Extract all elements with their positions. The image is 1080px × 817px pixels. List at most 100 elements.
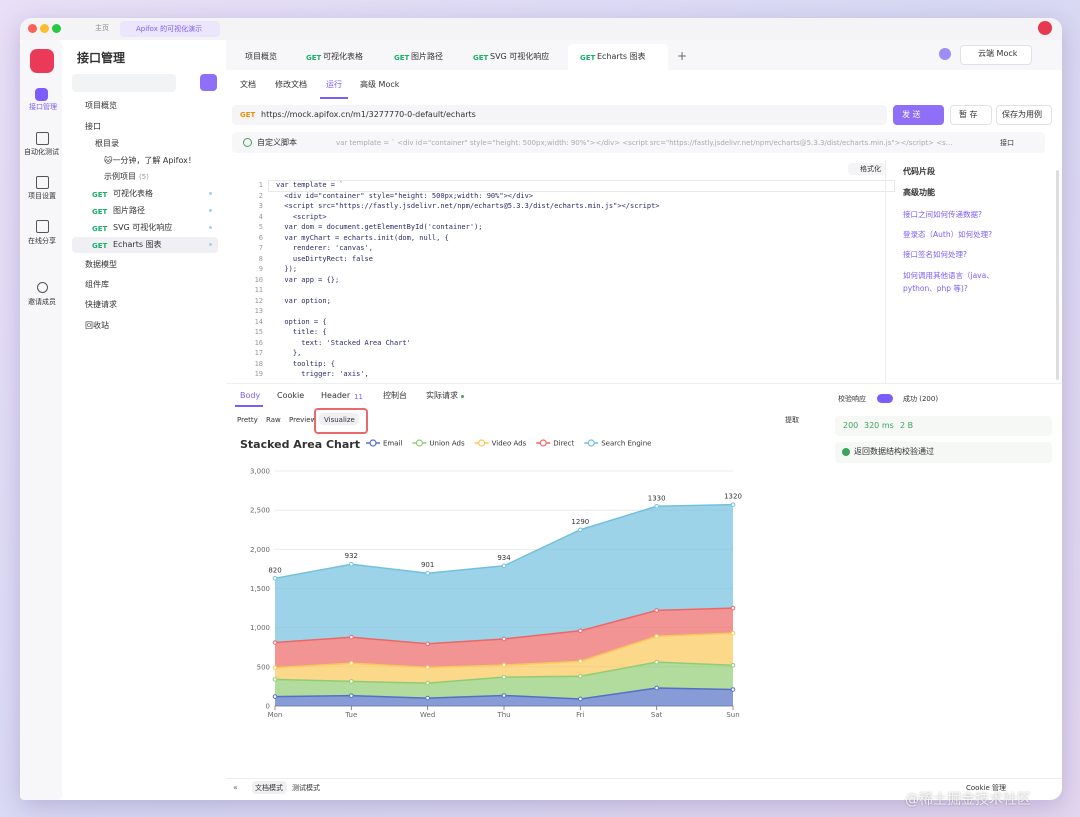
help-link[interactable]: 如何调用其他语言（java、python、php 等)?	[903, 271, 994, 293]
view-tab[interactable]: Raw	[266, 416, 281, 424]
tree-item[interactable]: 图片路径	[113, 206, 145, 215]
tree-item[interactable]: 接口	[85, 122, 101, 131]
project-tab-bg[interactable]	[120, 21, 220, 37]
help-link[interactable]: 接口之间如何传递数据?	[903, 210, 982, 219]
view-tab[interactable]: Visualize	[324, 416, 355, 424]
send-button[interactable]	[893, 105, 944, 125]
tree-item[interactable]: 项目概览	[85, 101, 117, 110]
tab-underline	[235, 405, 263, 407]
url-bar[interactable]	[232, 105, 887, 125]
add-button[interactable]	[200, 74, 217, 91]
subtab[interactable]: 高级 Mock	[360, 80, 400, 89]
point	[425, 570, 430, 576]
search-box[interactable]	[72, 74, 176, 92]
data-label: 1320	[724, 493, 742, 501]
point	[501, 563, 507, 569]
view-tab[interactable]: Pretty	[237, 416, 258, 424]
panel-heading[interactable]: 代码片段	[903, 167, 935, 176]
format-label[interactable]: 格式化	[860, 165, 881, 173]
nav-item[interactable]: 邀请成员	[28, 298, 56, 306]
tree-item[interactable]: 快捷请求	[85, 300, 117, 309]
code-line: <script src="https://fastly.jsdelivr.net…	[276, 202, 660, 210]
tree-item[interactable]: 根目录	[95, 139, 119, 148]
tree-item[interactable]: Echarts 图表	[113, 240, 162, 249]
tree-item[interactable]: 数据模型	[85, 260, 117, 269]
code-editor[interactable]: 1 var template = ` 2 <div id="container" s…	[240, 180, 885, 383]
save-case-label[interactable]: 保存为用例	[1002, 110, 1042, 119]
mode-tab[interactable]: 测试模式	[292, 784, 320, 792]
y-tick-label: 500	[257, 663, 270, 671]
legend-label: Video Ads	[492, 440, 527, 448]
tab[interactable]: Echarts 图表	[597, 52, 646, 61]
area	[275, 662, 733, 699]
validate-label: 校验响应	[838, 395, 866, 403]
extract-button[interactable]: 提取	[785, 416, 799, 424]
draft-button[interactable]	[950, 105, 992, 125]
point	[578, 673, 583, 679]
nav-item[interactable]: 在线分享	[28, 237, 56, 245]
response-tab[interactable]: Header	[321, 391, 351, 400]
validate-status: 成功 (200)	[903, 395, 939, 403]
maximize-button[interactable]	[52, 24, 61, 33]
draft-label[interactable]: 暂 存	[959, 110, 978, 119]
code-line: renderer: 'canvas',	[276, 244, 373, 252]
tree-count: (5)	[139, 173, 149, 181]
script-scope[interactable]: 接口	[1000, 139, 1014, 147]
send-label[interactable]: 发 送	[902, 110, 921, 119]
nav-item[interactable]: 自动化测试	[24, 148, 59, 156]
collapse-button[interactable]: «	[233, 783, 238, 792]
close-button[interactable]	[28, 24, 37, 33]
format-button[interactable]	[848, 163, 885, 175]
nav-bar	[20, 40, 62, 800]
response-tab[interactable]: 实际请求	[426, 391, 458, 400]
subtab[interactable]: 运行	[326, 80, 342, 89]
tree-item[interactable]: 示例项目	[104, 172, 136, 181]
response-tab[interactable]: 控制台	[383, 391, 407, 400]
tab[interactable]: 项目概览	[245, 52, 277, 61]
project-tab[interactable]: Apifox 的可视化演示	[136, 25, 203, 33]
save-case-button[interactable]	[996, 105, 1052, 125]
cookie-manager[interactable]: Cookie 管理	[966, 784, 1006, 792]
tree-item[interactable]: 组件库	[85, 280, 109, 289]
nav-icon	[36, 220, 49, 233]
method: GET	[394, 54, 410, 62]
minimize-button[interactable]	[40, 24, 49, 33]
script-row[interactable]	[232, 132, 1045, 153]
response-tab[interactable]: Body	[240, 391, 261, 400]
point	[349, 679, 354, 684]
env-select[interactable]	[960, 45, 1032, 65]
subtab[interactable]: 修改文档	[275, 80, 307, 89]
nav-item[interactable]: 接口管理	[29, 103, 57, 111]
x-tick-label: Sun	[726, 711, 739, 719]
tree-item[interactable]: 🐱一分钟，了解 Apifox！	[104, 156, 196, 165]
view-tab[interactable]: Preview	[289, 416, 317, 424]
subtab[interactable]: 文档	[240, 80, 256, 89]
line-number: 3	[258, 202, 263, 210]
nav-item[interactable]: 项目设置	[28, 192, 56, 200]
point	[425, 641, 430, 647]
tab[interactable]: SVG 可视化响应	[490, 52, 550, 61]
line-number: 4	[258, 212, 263, 221]
url[interactable]: https://mock.apifox.cn/m1/3277770-0-defa…	[261, 110, 476, 119]
validate-toggle[interactable]	[877, 394, 893, 403]
header-count: 11	[354, 393, 363, 401]
mode-active-bg	[252, 781, 287, 794]
tree-item[interactable]: 可视化表格	[113, 189, 153, 198]
method: GET	[306, 54, 322, 62]
tree-item[interactable]: SVG 可视化响应	[113, 223, 173, 232]
help-link[interactable]: 登录态（Auth）如何处理?	[903, 230, 993, 239]
panel-heading[interactable]: 高级功能	[903, 188, 935, 197]
response-tab[interactable]: Cookie	[277, 391, 305, 400]
help-link[interactable]: 接口签名如何处理?	[903, 250, 967, 259]
add-tab[interactable]: +	[677, 49, 688, 63]
method: GET	[240, 111, 256, 119]
data-label: 1290	[571, 518, 589, 526]
mode-tab[interactable]: 文档模式	[255, 784, 283, 792]
home-tab[interactable]: 主页	[95, 24, 109, 32]
tab[interactable]: 可视化表格	[323, 52, 363, 61]
tab[interactable]: 图片路径	[411, 52, 443, 61]
env-name[interactable]: 云端 Mock	[978, 49, 1018, 58]
tree-item[interactable]: 回收站	[85, 321, 109, 330]
point	[730, 662, 736, 668]
avatar[interactable]	[1038, 21, 1052, 35]
